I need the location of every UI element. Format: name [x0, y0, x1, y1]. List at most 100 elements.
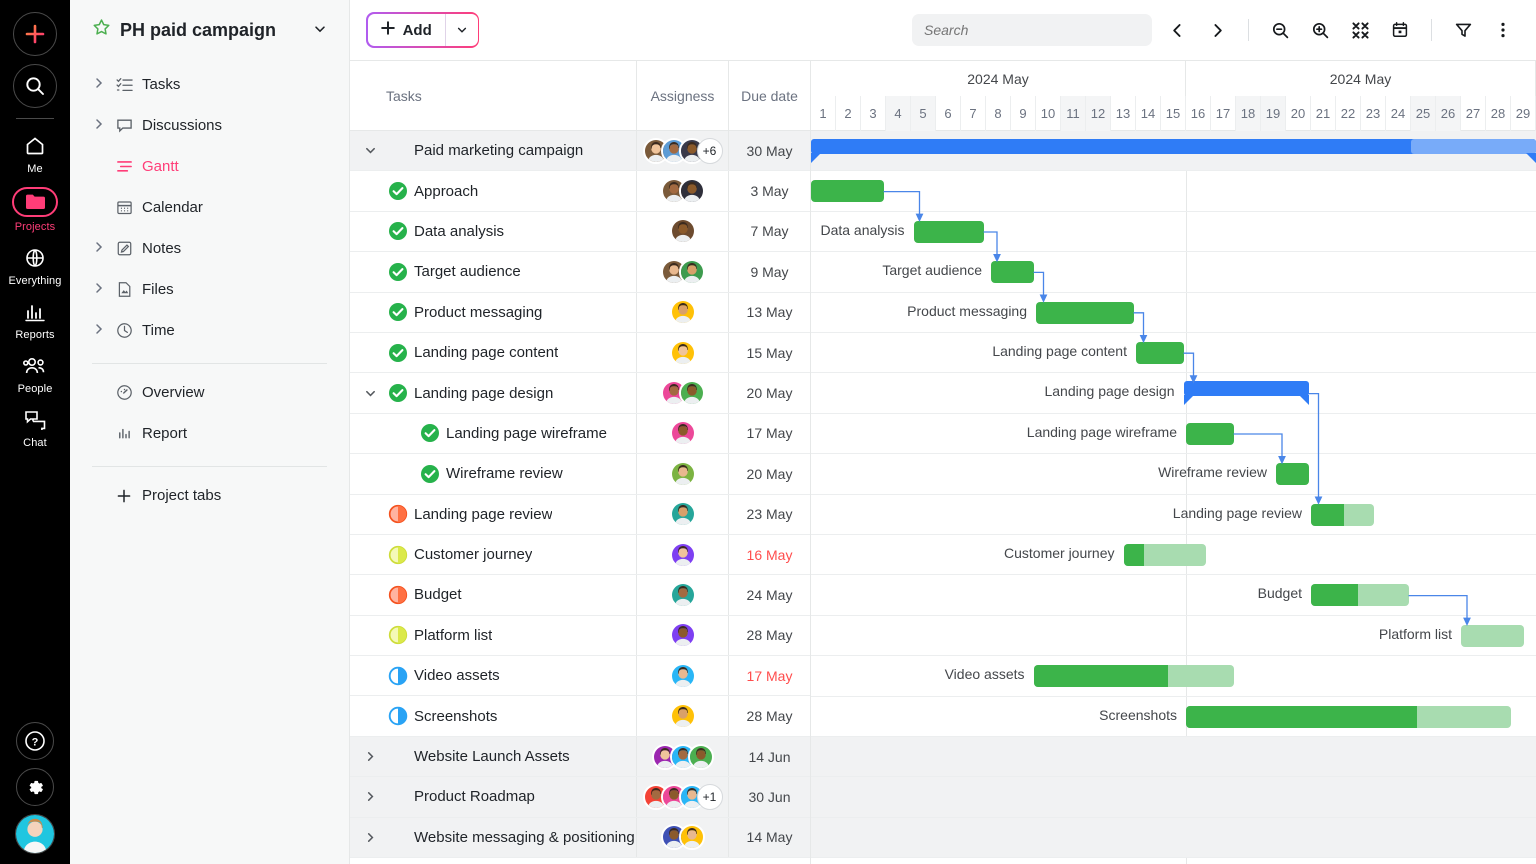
due-date-cell[interactable]: 14 May [728, 817, 810, 858]
assignees-cell[interactable] [636, 817, 728, 858]
sidebar-item-files[interactable]: Files [92, 269, 327, 310]
task-cell[interactable]: Wireframe review [350, 454, 636, 493]
due-date-cell[interactable]: 3 May [728, 171, 810, 211]
add-button-group[interactable]: Add [366, 12, 480, 48]
avatar[interactable] [669, 662, 696, 689]
status-icon[interactable] [388, 666, 408, 686]
due-date-cell[interactable]: 20 May [728, 454, 810, 494]
table-row[interactable]: Target audience 9 May [350, 252, 810, 293]
due-date-cell[interactable]: 13 May [728, 292, 810, 332]
due-date-cell[interactable]: 30 Jun [728, 777, 810, 817]
global-search-button[interactable] [13, 64, 57, 108]
avatar[interactable] [669, 299, 696, 326]
task-cell[interactable]: Target audience [350, 252, 636, 291]
table-row[interactable]: Product messaging 13 May [350, 292, 810, 333]
assignees-cell[interactable] [636, 373, 728, 413]
gantt-task-bar[interactable] [1033, 665, 1234, 688]
task-cell[interactable]: Product Roadmap [350, 777, 636, 816]
row-expand-toggle[interactable] [358, 387, 382, 400]
rail-item-me[interactable]: Me [0, 125, 70, 179]
avatar[interactable] [678, 258, 705, 285]
assignees-cell[interactable] [636, 656, 728, 696]
chevron-right-icon[interactable] [92, 118, 106, 133]
sidebar-item-tasks[interactable]: Tasks [92, 64, 327, 105]
star-icon[interactable] [92, 18, 111, 42]
avatar[interactable] [669, 622, 696, 649]
rail-item-chat[interactable]: Chat [0, 399, 70, 453]
assignees-cell[interactable] [636, 736, 728, 777]
task-cell[interactable]: Landing page content [350, 333, 636, 372]
gantt-task-bar[interactable] [1186, 705, 1511, 728]
date-range-button[interactable] [1385, 15, 1415, 45]
sidebar-item-add-project-tab[interactable]: Project tabs [92, 475, 327, 516]
due-date-cell[interactable]: 17 May [728, 656, 810, 696]
status-icon[interactable] [388, 706, 408, 726]
sidebar-item-time[interactable]: Time [92, 310, 327, 351]
avatar[interactable] [678, 380, 705, 407]
avatar[interactable] [669, 218, 696, 245]
sidebar-item-overview[interactable]: Overview [92, 372, 327, 413]
task-cell[interactable]: Approach [350, 171, 636, 210]
rail-item-projects[interactable]: Projects [0, 179, 70, 237]
table-row[interactable]: Landing page design 20 May [350, 373, 810, 414]
status-icon[interactable] [388, 625, 408, 645]
search-input[interactable] [924, 22, 1140, 38]
add-dropdown-button[interactable] [446, 24, 478, 36]
chevron-right-icon[interactable] [92, 282, 106, 297]
gantt-task-bar[interactable] [913, 220, 984, 243]
assignees-cell[interactable] [636, 252, 728, 292]
chevron-right-icon[interactable] [92, 323, 106, 338]
due-date-cell[interactable]: 14 Jun [728, 736, 810, 777]
status-icon[interactable] [388, 221, 408, 241]
avatar[interactable] [669, 541, 696, 568]
assignees-cell[interactable] [636, 615, 728, 656]
task-cell[interactable]: Paid marketing campaign [350, 131, 636, 170]
avatar[interactable] [669, 420, 696, 447]
task-cell[interactable]: Landing page wireframe [350, 414, 636, 453]
gantt-task-bar[interactable] [1123, 544, 1206, 566]
table-row[interactable]: Landing page review 23 May [350, 494, 810, 535]
status-icon[interactable] [388, 181, 408, 201]
task-cell[interactable]: Landing page review [350, 495, 636, 534]
task-cell[interactable]: Data analysis [350, 212, 636, 251]
gantt-task-bar[interactable] [1311, 503, 1374, 526]
filter-button[interactable] [1448, 15, 1478, 45]
due-date-cell[interactable]: 24 May [728, 575, 810, 615]
avatar-current-user[interactable] [15, 814, 55, 854]
status-icon[interactable] [388, 262, 408, 282]
gantt-task-bar[interactable] [991, 261, 1034, 284]
table-row[interactable]: Approach 3 May [350, 171, 810, 212]
due-date-cell[interactable]: 15 May [728, 332, 810, 373]
task-cell[interactable]: Budget [350, 575, 636, 614]
more-options-button[interactable] [1488, 15, 1518, 45]
avatar[interactable] [669, 501, 696, 528]
avatar[interactable] [669, 339, 696, 366]
status-icon[interactable] [388, 585, 408, 605]
assignees-cell[interactable] [636, 494, 728, 534]
help-button[interactable]: ? [16, 722, 54, 760]
assignees-cell[interactable] [636, 171, 728, 211]
gantt-task-bar[interactable] [1186, 422, 1234, 445]
table-row[interactable]: Customer journey 16 May [350, 534, 810, 576]
row-expand-toggle[interactable] [358, 790, 382, 803]
avatar[interactable] [669, 581, 696, 608]
table-row[interactable]: Website Launch Assets 14 Jun [350, 736, 810, 778]
assignees-cell[interactable] [636, 332, 728, 373]
project-title-row[interactable]: PH paid campaign [92, 0, 327, 60]
assignees-cell[interactable]: +6 [636, 131, 728, 171]
due-date-cell[interactable]: 16 May [728, 534, 810, 575]
task-cell[interactable]: Landing page design [350, 373, 636, 412]
due-date-cell[interactable]: 20 May [728, 373, 810, 413]
zoom-out-button[interactable] [1265, 15, 1295, 45]
table-row[interactable]: Platform list 28 May [350, 615, 810, 657]
zoom-in-button[interactable] [1305, 15, 1335, 45]
table-row[interactable]: Landing page content 15 May [350, 332, 810, 374]
task-cell[interactable]: Platform list [350, 616, 636, 655]
due-date-cell[interactable]: 7 May [728, 211, 810, 252]
chevron-right-icon[interactable] [92, 77, 106, 92]
avatar[interactable] [660, 783, 687, 810]
gantt-task-bar[interactable] [1311, 584, 1409, 607]
task-cell[interactable]: Website messaging & positioning [350, 818, 636, 857]
avatar-overflow-count[interactable]: +6 [696, 137, 723, 164]
next-period-button[interactable] [1202, 15, 1232, 45]
